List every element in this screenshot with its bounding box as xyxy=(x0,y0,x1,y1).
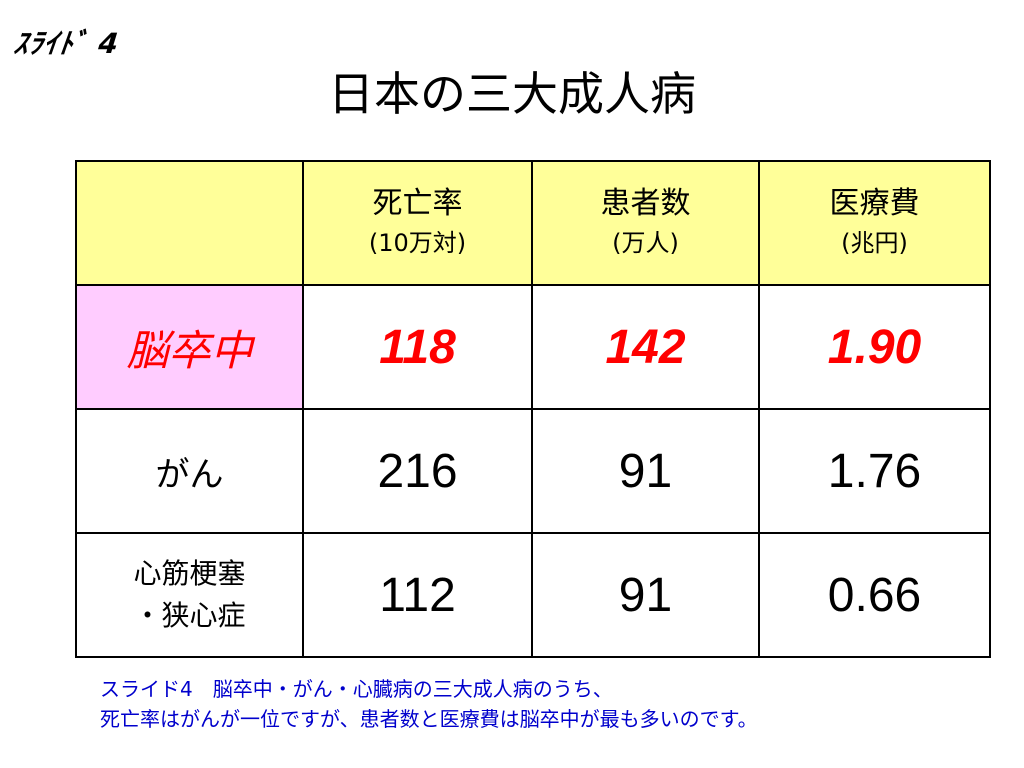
row-label-heart-disease: 心筋梗塞 ・狭心症 xyxy=(75,532,304,658)
slide-caption: スライド4 脳卒中・がん・心臓病の三大成人病のうち、 死亡率はがんが一位ですが、… xyxy=(100,674,758,734)
table-row-cancer: がん 216 91 1.76 xyxy=(75,408,991,534)
header-cell-patients: 患者数 (万人) xyxy=(531,160,760,286)
caption-line-1: スライド4 脳卒中・がん・心臓病の三大成人病のうち、 xyxy=(100,677,613,701)
row-label-heart-line2: ・狭心症 xyxy=(133,599,246,632)
header-cell-medical-cost: 医療費 (兆円) xyxy=(758,160,991,286)
row-label-stroke: 脳卒中 xyxy=(75,284,304,410)
cell-cancer-mortality: 216 xyxy=(302,408,533,534)
cell-cancer-cost: 1.76 xyxy=(758,408,991,534)
header-patients-label: 患者数 xyxy=(600,186,691,221)
slide-title: 日本の三大成人病 xyxy=(328,67,696,121)
header-cost-label: 医療費 xyxy=(829,186,920,221)
caption-line-2: 死亡率はがんが一位ですが、患者数と医療費は脳卒中が最も多いのです。 xyxy=(100,707,758,731)
header-cell-mortality: 死亡率 (10万対) xyxy=(302,160,533,286)
table-row-heart-disease: 心筋梗塞 ・狭心症 112 91 0.66 xyxy=(75,532,991,658)
header-cost-unit: (兆円) xyxy=(841,229,908,257)
cell-stroke-mortality: 118 xyxy=(302,284,533,410)
header-mortality-unit: (10万対) xyxy=(368,229,467,257)
slide-number-label: ｽﾗｲﾄﾞ 4 xyxy=(12,27,121,60)
cell-cancer-patients: 91 xyxy=(531,408,760,534)
header-cell-empty xyxy=(75,160,304,286)
row-label-heart-line1: 心筋梗塞 xyxy=(133,557,246,590)
table-header-row: 死亡率 (10万対) 患者数 (万人) 医療費 (兆円) xyxy=(75,160,991,286)
cell-heart-cost: 0.66 xyxy=(758,532,991,658)
header-patients-unit: (万人) xyxy=(612,229,679,257)
table-row-stroke: 脳卒中 118 142 1.90 xyxy=(75,284,991,410)
header-mortality-label: 死亡率 xyxy=(372,186,463,221)
diseases-table: 死亡率 (10万対) 患者数 (万人) 医療費 (兆円) 脳卒中 118 142… xyxy=(75,160,991,658)
cell-stroke-patients: 142 xyxy=(531,284,760,410)
row-label-cancer: がん xyxy=(75,408,304,534)
cell-heart-mortality: 112 xyxy=(302,532,533,658)
cell-stroke-cost: 1.90 xyxy=(758,284,991,410)
cell-heart-patients: 91 xyxy=(531,532,760,658)
